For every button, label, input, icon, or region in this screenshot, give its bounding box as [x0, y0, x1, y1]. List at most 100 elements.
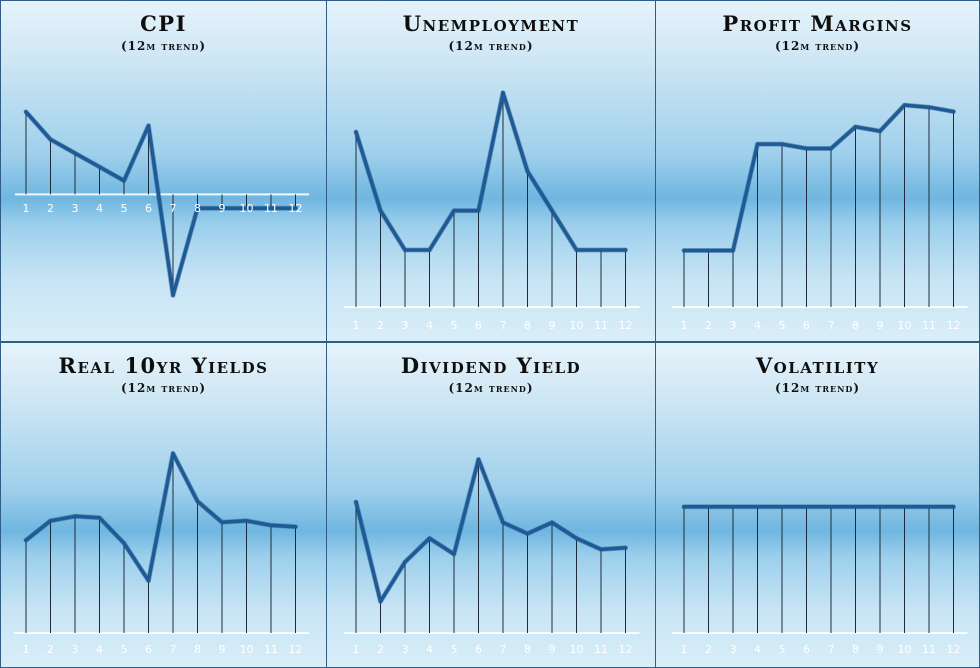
x-tick-label-3: 3: [72, 643, 79, 656]
series-line: [24, 110, 298, 298]
data-point-2: [706, 248, 711, 253]
x-tick-label-6: 6: [803, 643, 810, 656]
data-point-5: [122, 178, 126, 183]
x-tick-label-11: 11: [594, 643, 608, 656]
data-point-2: [706, 504, 711, 509]
x-tick-label-2: 2: [705, 643, 712, 656]
x-tick-label-7: 7: [170, 202, 177, 215]
x-tick-label-7: 7: [828, 643, 835, 656]
x-tick-label-1: 1: [681, 643, 688, 656]
data-point-5: [452, 208, 456, 213]
data-point-12: [623, 545, 628, 550]
data-point-6: [476, 208, 481, 213]
data-point-4: [97, 165, 102, 169]
x-tick-label-2: 2: [47, 202, 54, 215]
x-tick-label-7: 7: [500, 319, 507, 332]
profit-margins-line-chart: 1 2 3 4 5 6 7 8 9 10 11 12: [672, 102, 968, 332]
data-point-11: [599, 547, 603, 552]
series-line: [24, 451, 298, 583]
x-tick-label-4: 4: [754, 319, 761, 332]
data-point-4: [427, 536, 432, 541]
chart-title: Dividend Yield: [400, 353, 582, 378]
x-tick-label-8: 8: [852, 319, 859, 332]
data-point-1: [682, 504, 686, 509]
data-point-11: [927, 105, 931, 110]
x-tick-label-4: 4: [426, 319, 433, 332]
data-point-7: [829, 504, 833, 509]
x-tick-label-6: 6: [475, 319, 482, 332]
data-point-8: [195, 499, 200, 504]
x-tick-label-4: 4: [96, 202, 103, 215]
x-tick-label-10: 10: [570, 643, 584, 656]
chart-subtitle: (12m trend): [448, 381, 534, 395]
unemployment-chart-panel: Unemployment (12m trend) 1 2 3 4 5 6 7 8 9 10 11 12: [326, 0, 656, 342]
x-tick-label-11: 11: [922, 319, 936, 332]
x-tick-label-4: 4: [754, 643, 761, 656]
x-tick-label-5: 5: [121, 202, 128, 215]
x-tick-label-12: 12: [619, 319, 633, 332]
volatility-chart-panel: Volatility (12m trend) 1 2 3 4 5 6 7 8 9 10 11 12: [655, 342, 980, 668]
data-point-11: [269, 206, 273, 210]
series-line: [354, 90, 628, 252]
data-point-8: [525, 531, 530, 536]
x-tick-label-9: 9: [549, 319, 556, 332]
x-tick-label-9: 9: [877, 643, 884, 656]
data-point-5: [780, 504, 784, 509]
x-tick-label-5: 5: [451, 643, 458, 656]
series-line-shadow: [353, 456, 628, 604]
x-tick-label-8: 8: [852, 643, 859, 656]
x-tick-label-10: 10: [570, 319, 584, 332]
x-tick-label-9: 9: [219, 643, 226, 656]
data-point-9: [550, 208, 554, 213]
x-tick-label-7: 7: [170, 643, 177, 656]
x-tick-label-6: 6: [145, 643, 152, 656]
data-point-12: [293, 524, 298, 529]
chart-title: CPI: [140, 11, 187, 36]
series-line: [354, 457, 628, 604]
x-tick-label-6: 6: [475, 643, 482, 656]
x-tick-label-10: 10: [240, 202, 254, 215]
x-tick-label-5: 5: [779, 319, 786, 332]
volatility-line-chart: 1 2 3 4 5 6 7 8 9 10 11 12: [672, 504, 968, 656]
x-tick-label-11: 11: [922, 643, 936, 656]
data-point-8: [195, 206, 200, 210]
x-tick-label-12: 12: [947, 643, 961, 656]
data-point-3: [403, 248, 407, 252]
data-point-12: [951, 504, 956, 509]
data-point-4: [427, 248, 432, 252]
data-point-9: [550, 520, 554, 525]
x-tick-label-10: 10: [898, 319, 912, 332]
data-point-1: [24, 110, 28, 114]
x-tick-label-8: 8: [194, 202, 201, 215]
x-tick-label-1: 1: [23, 643, 30, 656]
dividend-yield-chart-panel: Dividend Yield (12m trend) 1 2 3 4 5 6 7 8 9 10 11…: [326, 342, 656, 668]
data-point-11: [599, 248, 603, 252]
data-point-4: [755, 504, 760, 509]
unemployment-line-chart: 1 2 3 4 5 6 7 8 9 10 11 12: [344, 90, 640, 332]
x-tick-label-4: 4: [96, 643, 103, 656]
data-point-12: [293, 206, 298, 210]
x-tick-label-12: 12: [289, 202, 303, 215]
data-point-9: [878, 504, 882, 509]
dividend-yield-line-chart: 1 2 3 4 5 6 7 8 9 10 11 12: [344, 456, 640, 656]
chart-subtitle: (12m trend): [120, 381, 207, 395]
data-point-12: [623, 248, 628, 252]
x-tick-label-11: 11: [594, 319, 608, 332]
data-point-6: [146, 123, 151, 128]
x-tick-label-3: 3: [402, 643, 409, 656]
data-point-10: [902, 504, 907, 509]
x-tick-label-9: 9: [219, 202, 226, 215]
chart-title: Unemployment: [402, 11, 580, 36]
x-tick-label-8: 8: [524, 643, 531, 656]
x-tick-label-12: 12: [619, 643, 633, 656]
data-point-6: [804, 504, 809, 509]
data-point-8: [853, 504, 858, 509]
x-tick-label-12: 12: [289, 643, 303, 656]
data-point-7: [171, 293, 175, 298]
x-tick-label-6: 6: [803, 319, 810, 332]
chart-title: Profit Margins: [722, 11, 913, 36]
data-point-9: [220, 520, 224, 525]
profit-margins-chart-panel: Profit Margins (12m trend) 1 2 3 4 5 6 7 8 9 10 11…: [655, 0, 980, 342]
data-point-10: [902, 103, 907, 107]
